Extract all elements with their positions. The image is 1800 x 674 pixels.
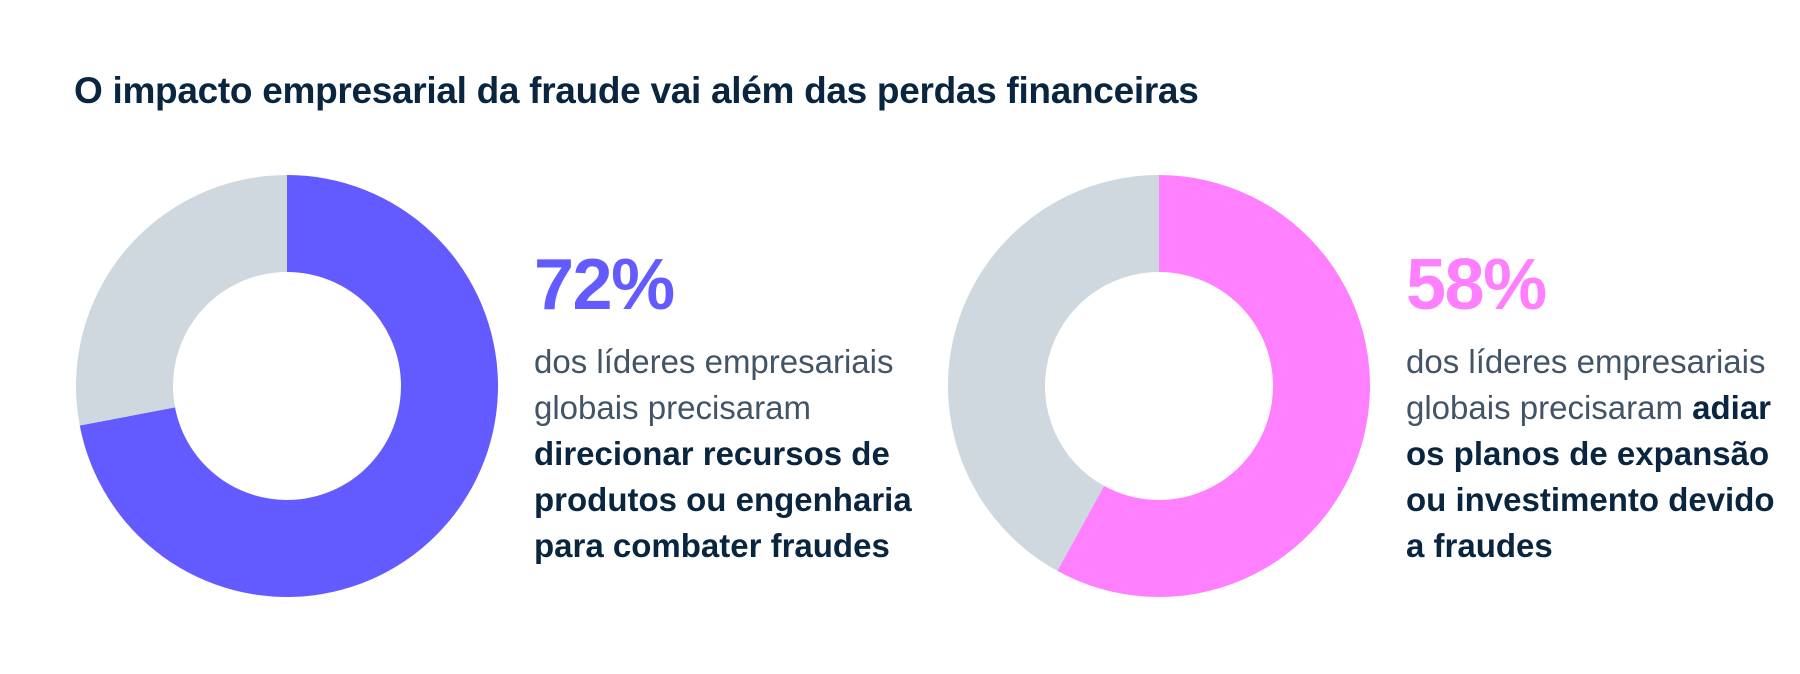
donut-slice-remainder	[948, 175, 1159, 571]
donut-slice-remainder	[76, 175, 287, 426]
donut-chart-directed-resources	[76, 175, 498, 597]
stat-percent: 72%	[534, 245, 675, 325]
donut-slice-highlight	[1057, 175, 1370, 597]
stat-description: dos líderes empresariais globais precisa…	[534, 339, 914, 569]
stat-block-directed-resources: 72% dos líderes empresariais globais pre…	[534, 245, 914, 569]
stat-percent: 58%	[1406, 245, 1547, 325]
stat-emphasis: adiar os planos de expansão ou investime…	[1406, 389, 1775, 564]
stat-text: dos líderes empresariais globais precisa…	[1406, 343, 1766, 426]
stat-block-delayed-expansion: 58% dos líderes empresariais globais pre…	[1406, 245, 1786, 569]
donut-slice-highlight	[79, 175, 498, 597]
donut-chart-delayed-expansion	[948, 175, 1370, 597]
donut-svg	[948, 175, 1370, 597]
stat-text: dos líderes empresariais globais precisa…	[534, 343, 894, 426]
donut-svg	[76, 175, 498, 597]
chart-title: O impacto empresarial da fraude vai além…	[74, 70, 1199, 111]
stat-description: dos líderes empresariais globais precisa…	[1406, 339, 1786, 569]
stat-emphasis: direcionar recursos de produtos ou engen…	[534, 435, 912, 564]
